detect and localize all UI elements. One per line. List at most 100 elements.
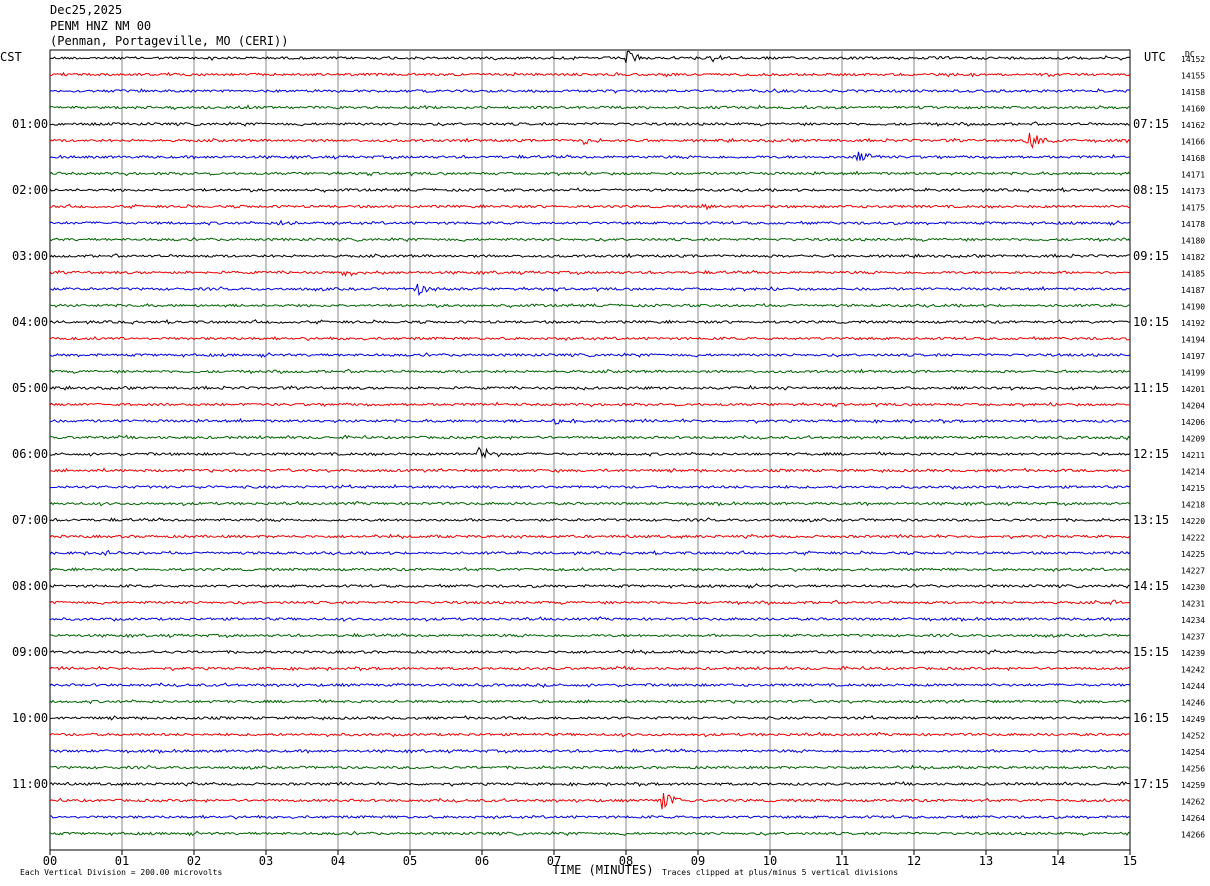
seismic-trace bbox=[49, 599, 1131, 606]
seismic-trace bbox=[49, 583, 1131, 589]
plot-date: Dec25,2025 bbox=[50, 3, 123, 17]
seismic-trace bbox=[49, 401, 1131, 408]
dc-offset-label: 14220 bbox=[1181, 517, 1205, 526]
x-tick-label: 03 bbox=[259, 854, 273, 868]
dc-offset-label: 14225 bbox=[1181, 550, 1205, 559]
utc-hour-label: 08:15 bbox=[1133, 183, 1169, 197]
x-tick-label: 06 bbox=[475, 854, 489, 868]
dc-offset-label: 14175 bbox=[1181, 204, 1205, 213]
x-tick-label: 09 bbox=[691, 854, 705, 868]
utc-hour-label: 16:15 bbox=[1133, 711, 1169, 725]
seismic-trace bbox=[49, 517, 1131, 523]
dc-offset-label: 14237 bbox=[1181, 633, 1205, 642]
x-tick-label: 01 bbox=[115, 854, 129, 868]
seismic-trace bbox=[49, 698, 1131, 705]
x-tick-label: 02 bbox=[187, 854, 201, 868]
dc-offset-label: 14262 bbox=[1181, 798, 1205, 807]
seismic-trace bbox=[49, 467, 1131, 474]
seismic-trace bbox=[50, 121, 1130, 127]
utc-hour-label: 15:15 bbox=[1133, 645, 1169, 659]
seismic-trace bbox=[49, 269, 1131, 277]
dc-offset-label: 14173 bbox=[1181, 187, 1205, 196]
x-tick-label: 11 bbox=[835, 854, 849, 868]
x-tick-label: 00 bbox=[43, 854, 57, 868]
seismic-trace bbox=[49, 252, 1130, 259]
dc-offset-label: 14214 bbox=[1181, 468, 1205, 477]
seismic-trace bbox=[49, 203, 1130, 211]
seismic-trace bbox=[49, 549, 1131, 557]
cst-hour-label: 04:00 bbox=[12, 315, 48, 329]
dc-offset-label: 14266 bbox=[1181, 831, 1205, 840]
seismic-trace bbox=[49, 319, 1131, 325]
seismic-trace bbox=[49, 533, 1131, 540]
cst-hour-label: 05:00 bbox=[12, 381, 48, 395]
cst-hour-label: 07:00 bbox=[12, 513, 48, 527]
dc-offset-label: 14185 bbox=[1181, 270, 1205, 279]
x-tick-label: 05 bbox=[403, 854, 417, 868]
x-tick-label: 12 bbox=[907, 854, 921, 868]
seismic-trace bbox=[49, 446, 1131, 460]
dc-offset-label: 14155 bbox=[1181, 72, 1205, 81]
utc-hour-label: 09:15 bbox=[1133, 249, 1169, 263]
seismic-trace bbox=[49, 748, 1131, 755]
cst-timezone-label: CST bbox=[0, 50, 22, 64]
dc-offset-label: 14182 bbox=[1181, 253, 1205, 262]
dc-offset-label: 14246 bbox=[1181, 699, 1205, 708]
dc-offset-label: 14209 bbox=[1181, 435, 1205, 444]
plot-frame bbox=[49, 49, 1131, 851]
cst-hour-label: 02:00 bbox=[12, 183, 48, 197]
dc-offset-label: 14264 bbox=[1181, 814, 1205, 823]
dc-offset-label: 14199 bbox=[1181, 369, 1205, 378]
dc-offset-label: 14194 bbox=[1181, 336, 1205, 345]
seismic-trace bbox=[50, 484, 1131, 490]
x-tick-label: 04 bbox=[331, 854, 345, 868]
dc-offset-label: 14230 bbox=[1181, 583, 1205, 592]
seismic-trace bbox=[49, 500, 1131, 507]
seismic-trace bbox=[49, 715, 1131, 721]
station-code: PENM HNZ NM 00 bbox=[50, 19, 152, 33]
dc-offset-label: 14168 bbox=[1181, 154, 1205, 163]
dc-offset-label: 14234 bbox=[1181, 616, 1205, 625]
dc-offset-label: 14152 bbox=[1181, 55, 1205, 64]
seismic-trace bbox=[49, 764, 1131, 771]
seismic-trace bbox=[50, 814, 1131, 820]
seismic-trace bbox=[49, 781, 1131, 787]
cst-hour-label: 10:00 bbox=[12, 711, 48, 725]
dc-offset-label: 14206 bbox=[1181, 418, 1205, 427]
scale-note: Each Vertical Division = 200.00 microvol… bbox=[20, 868, 222, 877]
dc-offset-label: 14192 bbox=[1181, 319, 1205, 328]
cst-hour-label: 03:00 bbox=[12, 249, 48, 263]
seismic-trace bbox=[49, 731, 1131, 738]
utc-timezone-label: UTC bbox=[1144, 50, 1166, 64]
utc-hour-label: 17:15 bbox=[1133, 777, 1169, 791]
x-tick-label: 08 bbox=[619, 854, 633, 868]
seismic-trace bbox=[49, 132, 1131, 150]
x-tick-label: 13 bbox=[979, 854, 993, 868]
seismic-trace bbox=[49, 88, 1131, 94]
dc-offset-label: 14158 bbox=[1181, 88, 1205, 97]
dc-offset-label: 14187 bbox=[1181, 286, 1205, 295]
seismic-trace bbox=[49, 368, 1131, 375]
utc-hour-label: 11:15 bbox=[1133, 381, 1169, 395]
cst-hour-label: 06:00 bbox=[12, 447, 48, 461]
dc-offset-label: 14244 bbox=[1181, 682, 1205, 691]
station-location: (Penman, Portageville, MO (CERI)) bbox=[50, 34, 289, 48]
seismic-trace bbox=[49, 50, 1131, 63]
seismic-trace bbox=[49, 384, 1131, 391]
cst-hour-label: 01:00 bbox=[12, 117, 48, 131]
dc-offset-label: 14256 bbox=[1181, 765, 1205, 774]
x-tick-label: 14 bbox=[1051, 854, 1065, 868]
dc-offset-label: 14160 bbox=[1181, 105, 1205, 114]
seismic-trace bbox=[49, 352, 1131, 358]
utc-hour-label: 10:15 bbox=[1133, 315, 1169, 329]
dc-offset-label: 14201 bbox=[1181, 385, 1205, 394]
clip-note: Traces clipped at plus/minus 5 vertical … bbox=[662, 868, 898, 877]
dc-offset-label: 14166 bbox=[1181, 138, 1205, 147]
seismic-trace bbox=[49, 302, 1131, 309]
dc-offset-label: 14180 bbox=[1181, 237, 1205, 246]
seismic-trace bbox=[49, 104, 1131, 111]
x-axis-label: TIME (MINUTES) bbox=[552, 863, 653, 877]
x-tick-label: 10 bbox=[763, 854, 777, 868]
seismic-trace bbox=[49, 236, 1131, 243]
seismic-trace bbox=[49, 649, 1131, 655]
